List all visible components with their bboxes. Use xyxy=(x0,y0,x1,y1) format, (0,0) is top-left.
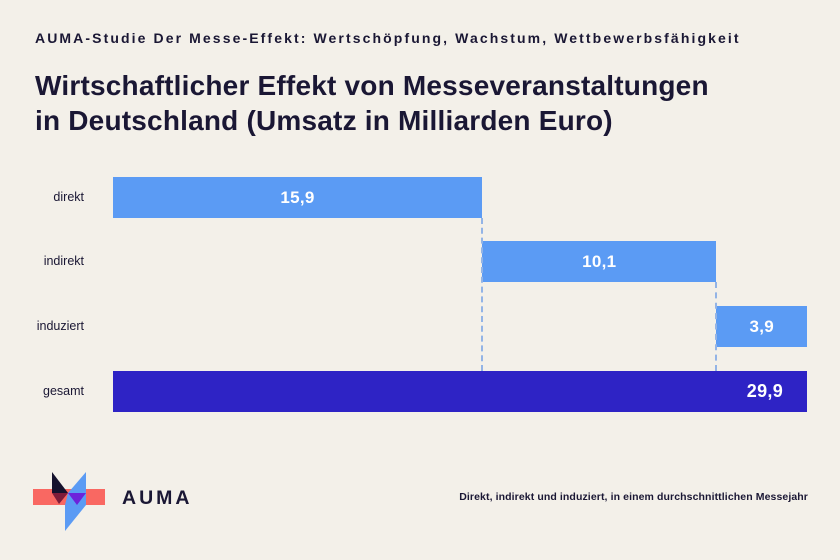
bar-value-gesamt: 29,9 xyxy=(746,381,783,401)
chart-title: Wirtschaftlicher Effekt von Messeveranst… xyxy=(35,68,709,138)
bar-value-direkt: 15,9 xyxy=(280,187,315,207)
eyebrow-text: AUMA-Studie Der Messe-Effekt: Wertschöpf… xyxy=(35,30,741,46)
logo-purple-triangle xyxy=(68,493,86,505)
auma-wordmark: AUMA xyxy=(122,487,193,509)
logo-blue-lower xyxy=(65,505,86,531)
waterfall-chart: direkt 15,9 indirekt 10,1 induziert 3,9 gesamt… xyxy=(0,165,840,425)
chart-title-line1: Wirtschaftlicher Effekt von Messeveranst… xyxy=(35,70,709,101)
category-label-indirekt: indirekt xyxy=(43,254,84,268)
logo-navy-triangle xyxy=(52,472,68,493)
category-label-induziert: induziert xyxy=(36,319,84,333)
connector-line xyxy=(481,218,484,371)
connector-line xyxy=(715,282,718,371)
chart-title-line2: in Deutschland (Umsatz in Milliarden Eur… xyxy=(35,105,613,136)
bar-direkt: 15,9 xyxy=(113,177,483,218)
footnote: Direkt, indirekt und induziert, in einem… xyxy=(459,491,808,503)
bar-indirekt: 10,1 xyxy=(482,241,717,282)
bar-induziert: 3,9 xyxy=(716,306,807,347)
bar-value-indirekt: 10,1 xyxy=(582,251,617,271)
category-label-gesamt: gesamt xyxy=(43,384,84,398)
auma-logo-icon xyxy=(33,472,105,531)
bar-gesamt: 29,9 xyxy=(113,371,807,412)
logo-maroon-triangle xyxy=(52,493,68,504)
category-label-direkt: direkt xyxy=(53,190,84,204)
bar-value-induziert: 3,9 xyxy=(749,316,774,336)
